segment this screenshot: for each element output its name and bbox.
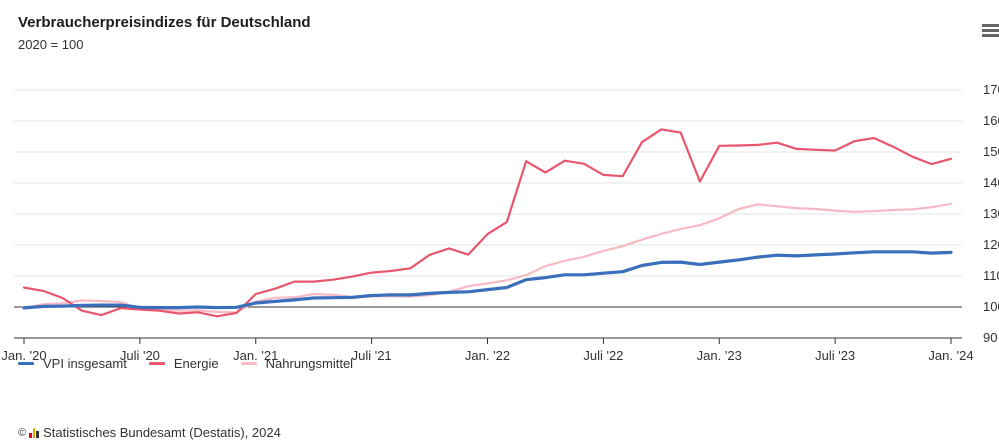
source-text: Statistisches Bundesamt (Destatis), 2024 bbox=[43, 425, 281, 440]
logo-bar bbox=[32, 427, 36, 438]
chart-legend: VPI insgesamt Energie Nahrungsmittel bbox=[18, 353, 375, 373]
menu-bar bbox=[982, 34, 999, 37]
y-tick-label: 130 bbox=[983, 206, 999, 221]
x-tick-label: Jan. '21 bbox=[233, 348, 278, 363]
legend-label: Nahrungsmittel bbox=[265, 355, 354, 371]
y-tick-label: 120 bbox=[983, 237, 999, 252]
legend-label: Energie bbox=[173, 355, 219, 371]
legend-item-vpi[interactable]: VPI insgesamt bbox=[18, 356, 127, 371]
y-tick-label: 160 bbox=[983, 113, 999, 128]
x-tick-label: Jan. '22 bbox=[465, 348, 510, 363]
copyright-symbol: © bbox=[18, 426, 27, 439]
destatis-logo-icon bbox=[29, 427, 39, 438]
series-line-energie bbox=[22, 128, 953, 318]
y-tick-label: 150 bbox=[983, 144, 999, 159]
y-tick-label: 170 bbox=[983, 82, 999, 97]
x-tick-label: Juli '23 bbox=[815, 348, 855, 363]
legend-swatch bbox=[240, 361, 257, 365]
y-tick-label: 90 bbox=[983, 330, 997, 345]
source-credit[interactable]: © Statistisches Bundesamt (Destatis), 20… bbox=[18, 425, 281, 440]
series-line-vpi-insgesamt bbox=[22, 250, 953, 310]
legend-swatch bbox=[18, 361, 34, 365]
y-tick-label: 110 bbox=[983, 268, 999, 283]
x-tick-label: Juli '20 bbox=[120, 348, 160, 363]
hamburger-menu-icon[interactable] bbox=[982, 22, 999, 38]
logo-bar bbox=[36, 430, 39, 438]
legend-item-nahrungsmittel[interactable]: Nahrungsmittel bbox=[240, 355, 354, 371]
menu-bar bbox=[982, 29, 999, 32]
x-tick-label: Jan. '24 bbox=[928, 348, 973, 363]
series-line-nahrungsmittel bbox=[22, 202, 953, 314]
y-tick-label: 100 bbox=[983, 299, 999, 314]
menu-bar bbox=[982, 24, 999, 27]
x-tick-label: Juli '21 bbox=[352, 348, 392, 363]
y-tick-label: 140 bbox=[983, 175, 999, 190]
x-tick-label: Jan. '23 bbox=[697, 348, 742, 363]
x-tick-label: Jan. '20 bbox=[1, 348, 46, 363]
chart-subtitle: 2020 = 100 bbox=[18, 37, 84, 52]
legend-label: VPI insgesamt bbox=[43, 355, 127, 371]
x-tick-label: Juli '22 bbox=[583, 348, 623, 363]
legend-item-energie[interactable]: Energie bbox=[148, 355, 219, 371]
logo-bar bbox=[29, 432, 32, 438]
chart-title: Verbraucherpreisindizes für Deutschland bbox=[18, 14, 311, 31]
legend-swatch bbox=[148, 361, 165, 365]
